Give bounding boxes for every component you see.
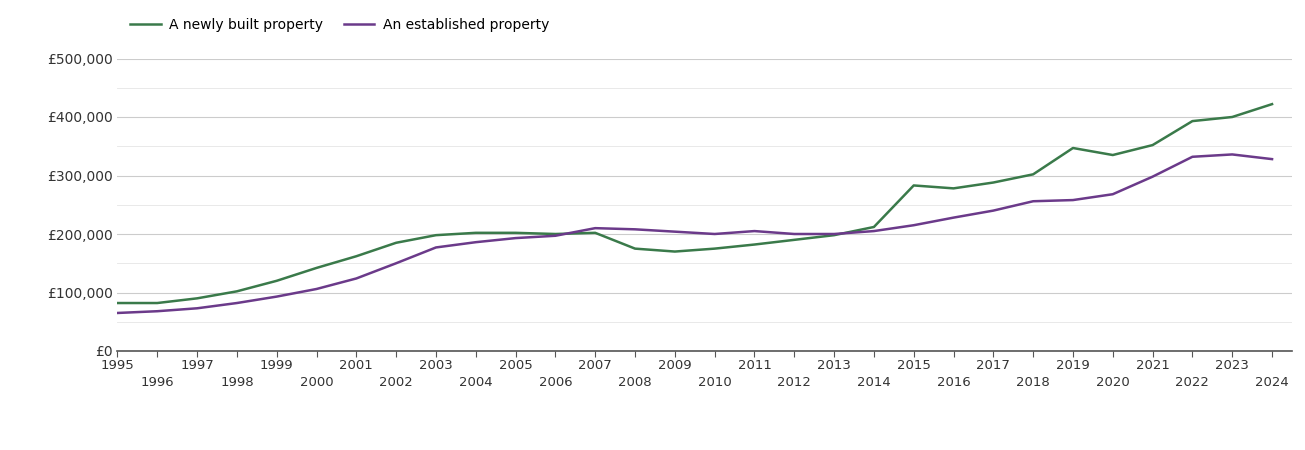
A newly built property <box>1065 145 1081 151</box>
Legend: A newly built property, An established property: A newly built property, An established p… <box>124 13 555 38</box>
A newly built property <box>468 230 484 235</box>
An established property <box>150 309 166 314</box>
A newly built property <box>309 265 325 270</box>
A newly built property <box>906 183 921 188</box>
A newly built property <box>707 246 723 251</box>
A newly built property <box>946 186 962 191</box>
An established property <box>1144 174 1160 180</box>
A newly built property <box>667 249 683 254</box>
A newly built property <box>150 300 166 306</box>
A newly built property <box>628 246 643 251</box>
A newly built property <box>1105 152 1121 158</box>
A newly built property <box>230 288 245 294</box>
A newly built property <box>548 231 564 237</box>
A newly built property <box>1144 142 1160 148</box>
An established property <box>1065 198 1081 203</box>
A newly built property <box>587 230 603 235</box>
An established property <box>746 229 762 234</box>
An established property <box>628 227 643 232</box>
A newly built property <box>269 278 284 284</box>
A newly built property <box>1185 118 1201 124</box>
An established property <box>348 276 364 281</box>
A newly built property <box>508 230 523 235</box>
An established property <box>189 306 205 311</box>
An established property <box>508 235 523 241</box>
An established property <box>389 261 405 266</box>
An established property <box>309 286 325 292</box>
An established property <box>867 229 882 234</box>
A newly built property <box>1224 114 1240 120</box>
An established property <box>428 245 444 250</box>
An established property <box>707 231 723 237</box>
A newly built property <box>867 224 882 230</box>
A newly built property <box>826 233 842 238</box>
A newly built property <box>428 233 444 238</box>
A newly built property <box>787 237 803 243</box>
An established property <box>985 208 1001 213</box>
An established property <box>667 229 683 234</box>
An established property <box>906 223 921 228</box>
A newly built property <box>1265 101 1280 107</box>
An established property <box>110 310 125 316</box>
An established property <box>468 239 484 245</box>
An established property <box>1026 198 1041 204</box>
An established property <box>230 300 245 306</box>
Line: An established property: An established property <box>117 154 1272 313</box>
A newly built property <box>1026 171 1041 177</box>
An established property <box>787 231 803 237</box>
An established property <box>587 225 603 231</box>
An established property <box>548 233 564 238</box>
Line: A newly built property: A newly built property <box>117 104 1272 303</box>
A newly built property <box>746 242 762 247</box>
An established property <box>946 215 962 220</box>
An established property <box>1105 192 1121 197</box>
An established property <box>269 294 284 299</box>
A newly built property <box>189 296 205 301</box>
A newly built property <box>389 240 405 246</box>
A newly built property <box>110 300 125 306</box>
An established property <box>1224 152 1240 157</box>
An established property <box>1265 157 1280 162</box>
An established property <box>1185 154 1201 159</box>
An established property <box>826 231 842 237</box>
A newly built property <box>348 253 364 259</box>
A newly built property <box>985 180 1001 185</box>
